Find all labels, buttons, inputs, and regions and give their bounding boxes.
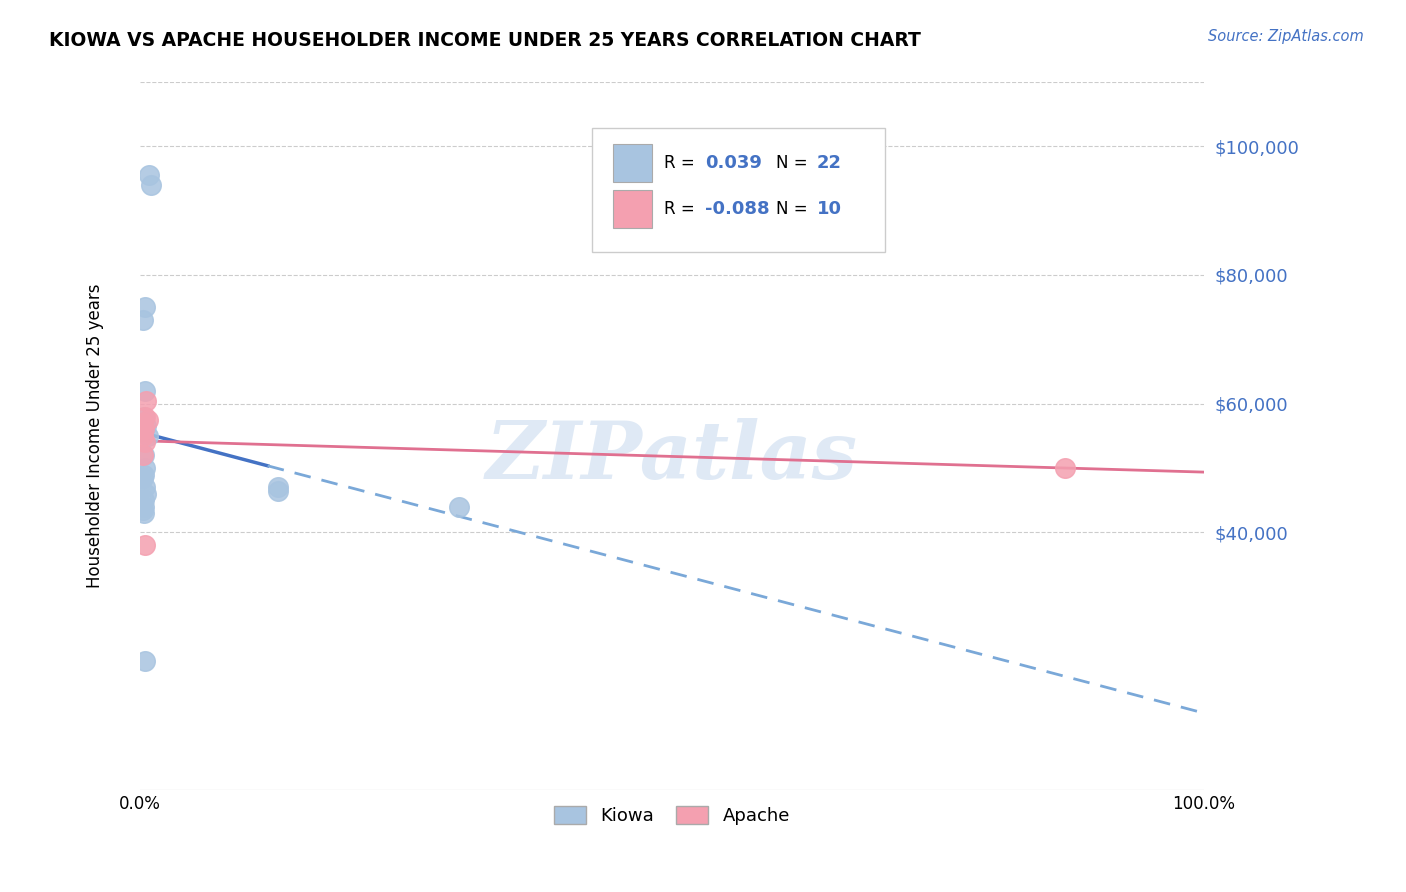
Point	[134, 467, 156, 482]
Point	[134, 448, 156, 462]
Point	[134, 493, 156, 508]
FancyBboxPatch shape	[592, 128, 884, 252]
Text: Householder Income Under 25 years: Householder Income Under 25 years	[86, 284, 104, 588]
Text: R =: R =	[665, 154, 700, 172]
Point	[132, 416, 155, 430]
Point	[132, 471, 155, 485]
Point	[134, 480, 156, 494]
Point	[136, 413, 159, 427]
Text: 22: 22	[817, 154, 841, 172]
Point	[132, 448, 155, 462]
Point	[134, 500, 156, 514]
Point	[135, 393, 157, 408]
Point	[134, 384, 156, 398]
Text: N =: N =	[776, 154, 813, 172]
Text: KIOWA VS APACHE HOUSEHOLDER INCOME UNDER 25 YEARS CORRELATION CHART: KIOWA VS APACHE HOUSEHOLDER INCOME UNDER…	[49, 31, 921, 50]
Point	[134, 409, 156, 424]
Point	[267, 480, 290, 494]
Point	[135, 419, 157, 434]
Point	[139, 178, 162, 192]
Point	[134, 461, 156, 475]
FancyBboxPatch shape	[613, 190, 651, 228]
Text: ZIPatlas: ZIPatlas	[486, 418, 858, 496]
Point	[136, 429, 159, 443]
Point	[134, 409, 156, 424]
Point	[138, 168, 160, 182]
Point	[132, 429, 155, 443]
Point	[134, 538, 156, 552]
Point	[449, 500, 471, 514]
Text: 0.039: 0.039	[704, 154, 762, 172]
Text: -0.088: -0.088	[704, 201, 769, 219]
Point	[134, 300, 156, 314]
Point	[135, 487, 157, 501]
Text: 10: 10	[817, 201, 841, 219]
Point	[267, 483, 290, 498]
Text: R =: R =	[665, 201, 700, 219]
Text: Source: ZipAtlas.com: Source: ZipAtlas.com	[1208, 29, 1364, 44]
Point	[134, 422, 156, 436]
Point	[134, 506, 156, 520]
Point	[132, 313, 155, 327]
Point	[134, 435, 156, 450]
Point	[1054, 461, 1077, 475]
FancyBboxPatch shape	[613, 145, 651, 183]
Point	[134, 654, 156, 668]
Point	[132, 503, 155, 517]
Legend: Kiowa, Apache: Kiowa, Apache	[544, 797, 799, 834]
Text: N =: N =	[776, 201, 813, 219]
